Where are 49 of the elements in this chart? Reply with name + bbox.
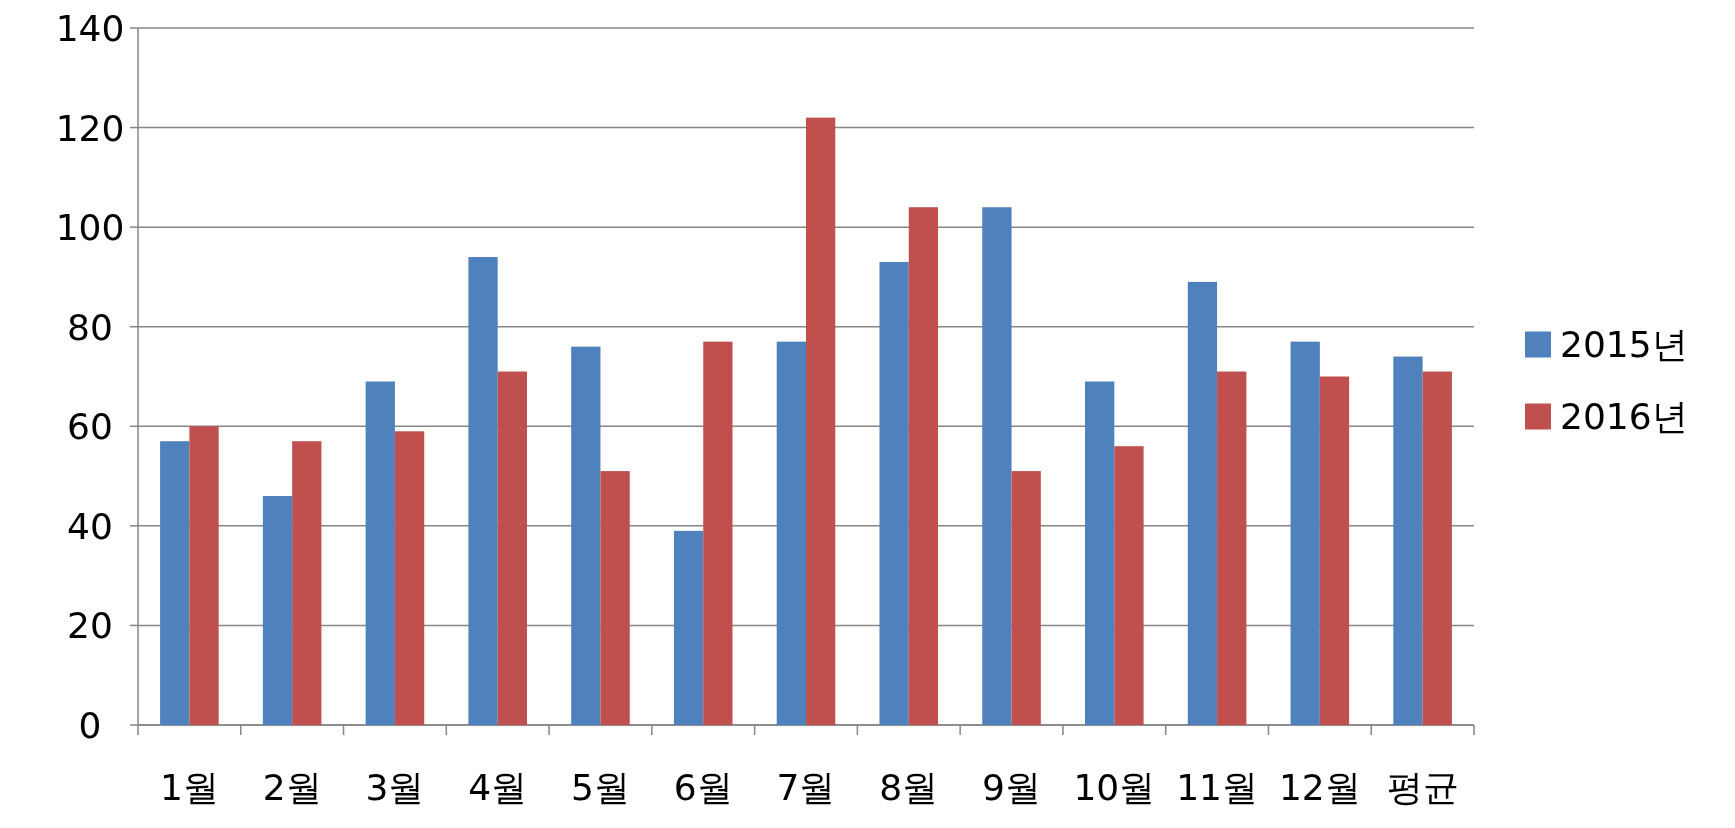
- y-tick-label: 40: [67, 505, 113, 547]
- x-tick-label: 6월: [673, 767, 733, 808]
- x-tick-label: 3월: [365, 767, 425, 808]
- bar: [394, 431, 425, 725]
- x-tick-label: 1월: [159, 767, 219, 808]
- y-tick-label: 140: [55, 8, 125, 49]
- bar: [1393, 356, 1423, 725]
- x-tick-label: 평균: [1386, 767, 1459, 808]
- y-tick-label: 100: [55, 207, 125, 249]
- bar: [982, 207, 1012, 725]
- bar: [1187, 281, 1218, 725]
- bar: [1290, 341, 1320, 725]
- bar: [703, 341, 733, 725]
- y-tick-label: 120: [55, 107, 125, 149]
- y-tick-label: 80: [67, 306, 113, 348]
- bar: [365, 381, 395, 725]
- bar: [1319, 376, 1350, 725]
- bar: [160, 441, 190, 725]
- x-tick-label: 12월: [1278, 767, 1361, 808]
- y-tick-label: 20: [67, 605, 113, 647]
- bar: [600, 471, 630, 725]
- bar: [262, 495, 293, 725]
- x-tick-label: 5월: [571, 767, 630, 808]
- x-tick-label: 2월: [262, 767, 322, 808]
- legend-label: 2016년: [1560, 395, 1688, 437]
- bar: [497, 371, 527, 725]
- bar: [1085, 381, 1115, 725]
- bar: [776, 341, 806, 725]
- bar: [879, 261, 909, 725]
- bar: [571, 346, 601, 725]
- x-tick-label: 7월: [776, 767, 836, 808]
- x-tick-label: 10월: [1073, 767, 1156, 808]
- bar: [292, 441, 322, 725]
- legend-label: 2015년: [1560, 323, 1688, 365]
- bar: [908, 207, 939, 725]
- bar: [468, 257, 498, 725]
- bar: [1011, 471, 1041, 725]
- x-tick-label: 9월: [982, 767, 1041, 808]
- bar: [1422, 371, 1452, 725]
- y-tick-label: 0: [78, 705, 102, 746]
- bar: [1114, 446, 1144, 725]
- x-tick-label: 8월: [879, 767, 939, 808]
- y-tick-label: 60: [67, 406, 113, 448]
- bar: [189, 426, 219, 725]
- x-tick-label: 4월: [468, 767, 528, 808]
- bar: [673, 530, 704, 725]
- x-tick-label: 11월: [1176, 767, 1258, 808]
- bar: [806, 117, 836, 725]
- bar: [1217, 371, 1247, 725]
